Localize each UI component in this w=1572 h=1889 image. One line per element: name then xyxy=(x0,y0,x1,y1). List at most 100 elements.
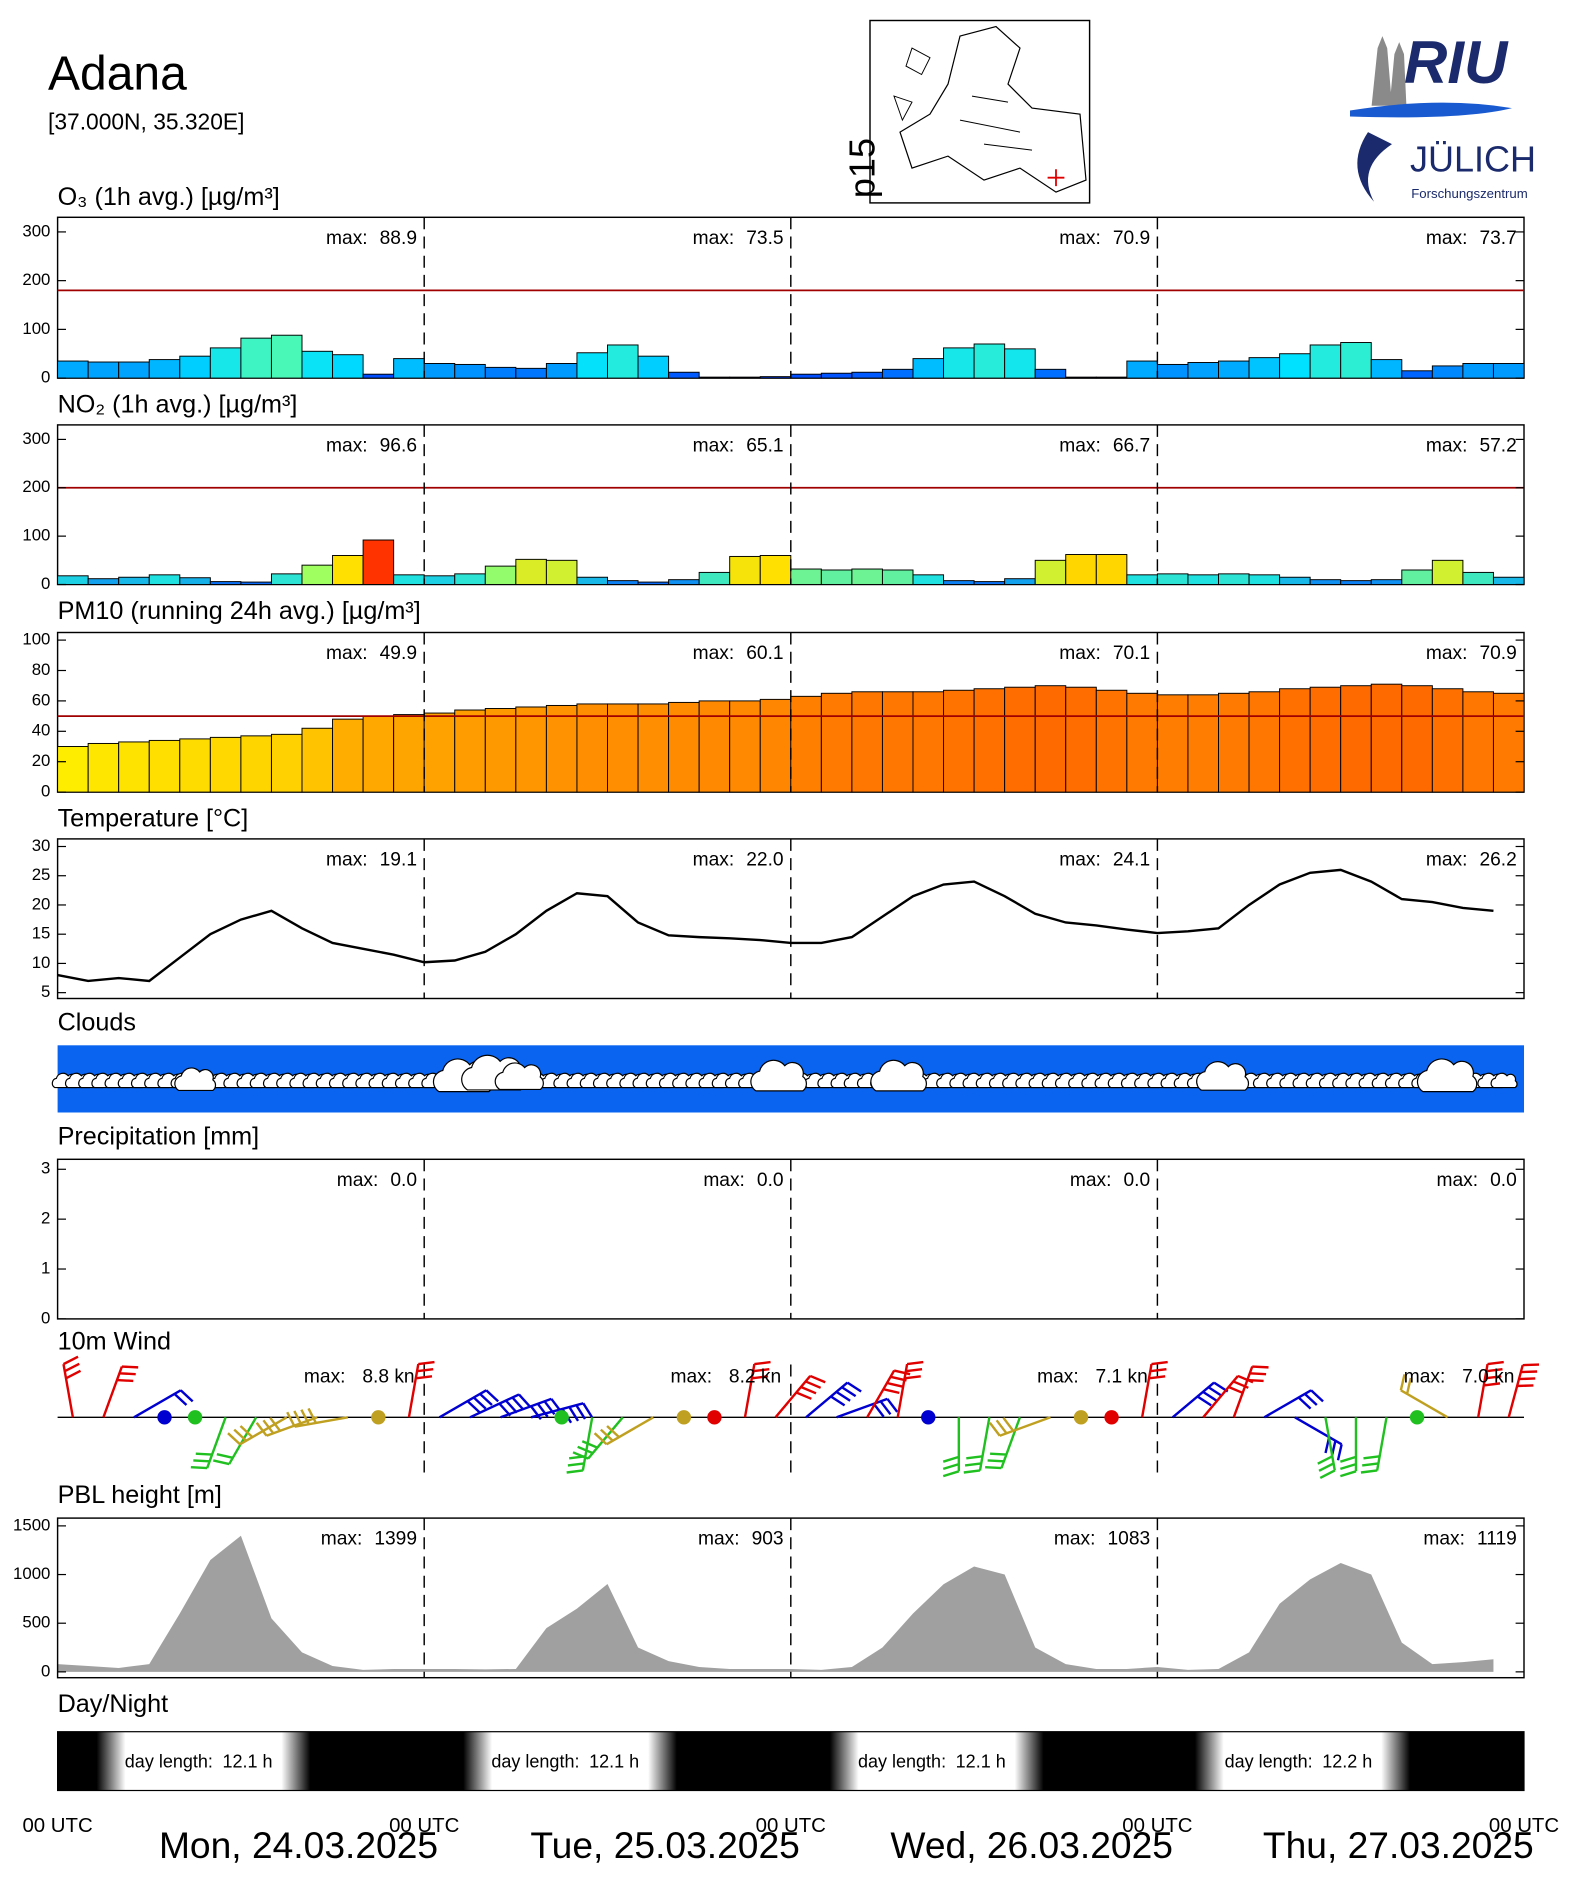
max-prefix: max: xyxy=(1423,1529,1465,1550)
bar xyxy=(515,706,547,793)
bar xyxy=(515,367,547,379)
wind-barb xyxy=(1476,1360,1504,1418)
x-tick-label: 00 UTC xyxy=(389,1815,459,1837)
y-tick-label: 20 xyxy=(32,751,51,770)
bar xyxy=(209,581,242,585)
max-label: max: 7.1 kn xyxy=(1037,1367,1148,1388)
bar xyxy=(1218,692,1250,793)
bar xyxy=(118,361,150,379)
sunrise-fade xyxy=(829,1731,859,1791)
bar xyxy=(943,689,975,793)
bar xyxy=(759,555,792,585)
bar xyxy=(1340,685,1372,793)
max-prefix: max: xyxy=(693,436,735,457)
max-prefix: max: xyxy=(1054,1529,1096,1550)
wind-barb xyxy=(743,1360,771,1418)
wind-barb xyxy=(438,1389,500,1419)
bar xyxy=(454,709,486,793)
bar xyxy=(1401,685,1433,793)
max-label: max: 96.6 xyxy=(326,436,417,457)
bar xyxy=(423,363,456,379)
day-length-prefix: day length: xyxy=(125,1751,213,1771)
riu-text: RIU xyxy=(1404,29,1509,96)
bar xyxy=(1309,344,1342,379)
bar xyxy=(668,371,700,379)
panel-title: Day/Night xyxy=(58,1690,169,1718)
y-tick-label: 20 xyxy=(32,894,51,913)
bar xyxy=(1370,579,1403,585)
max-prefix: max: xyxy=(703,1170,745,1191)
y-tick-label: 0 xyxy=(41,1661,50,1680)
max-label: max: 0.0 xyxy=(337,1170,417,1191)
bar xyxy=(57,360,89,379)
max-value: 26.2 xyxy=(1479,850,1516,871)
calm-dot xyxy=(554,1410,569,1425)
max-value: 22.0 xyxy=(746,850,783,871)
station-name: Adana xyxy=(48,48,187,101)
day-label: Wed, 26.03.2025 xyxy=(890,1824,1173,1866)
max-value: 0.0 xyxy=(1490,1170,1517,1191)
max-prefix: max: xyxy=(326,850,368,871)
bar xyxy=(851,568,883,585)
bar xyxy=(1187,362,1219,379)
max-label: max: 19.1 xyxy=(326,850,417,871)
max-prefix: max: xyxy=(693,850,735,871)
y-tick-label: 2 xyxy=(41,1209,50,1228)
bar xyxy=(759,698,792,793)
panel-title: Temperature [°C] xyxy=(58,804,249,832)
bar xyxy=(118,576,150,585)
day-length: day length: 12.1 h xyxy=(125,1751,273,1771)
max-value: 70.1 xyxy=(1113,643,1150,664)
bar xyxy=(790,373,822,379)
wind-barb xyxy=(1294,1416,1343,1461)
bar xyxy=(1370,683,1403,793)
bar xyxy=(668,701,700,793)
bar xyxy=(576,703,608,793)
bar xyxy=(1492,363,1525,379)
max-label: max: 0.0 xyxy=(1437,1170,1517,1191)
bar xyxy=(270,573,303,585)
calm-dot xyxy=(187,1410,203,1425)
bar xyxy=(1034,685,1067,793)
bar xyxy=(881,569,914,585)
bar xyxy=(148,739,181,793)
bar xyxy=(1309,686,1342,793)
wind-barb xyxy=(942,1417,961,1478)
day-length-value: 12.1 h xyxy=(222,1751,272,1771)
bar xyxy=(87,578,120,585)
max-prefix: max: xyxy=(1426,436,1468,457)
max-label: max: 1083 xyxy=(1054,1529,1150,1550)
calm-dot xyxy=(1409,1410,1425,1425)
max-label: max: 65.1 xyxy=(693,436,784,457)
max-label: max: 66.7 xyxy=(1059,436,1150,457)
bar xyxy=(240,581,272,585)
wind-barb xyxy=(1399,1374,1449,1419)
bar xyxy=(1492,576,1525,585)
bar xyxy=(301,350,334,379)
bar xyxy=(973,343,1006,379)
max-value: 0.0 xyxy=(1124,1170,1151,1191)
x-tick-label: 00 UTC xyxy=(1122,1815,1192,1837)
bar xyxy=(1279,353,1311,379)
bar xyxy=(1034,559,1067,585)
wind-barb xyxy=(190,1416,227,1470)
bar xyxy=(393,574,425,585)
bar xyxy=(179,577,211,585)
wind-barb xyxy=(102,1365,139,1418)
map-inset xyxy=(869,19,1091,204)
bar xyxy=(393,714,425,793)
bar xyxy=(607,344,639,379)
bar xyxy=(332,354,364,379)
bar xyxy=(301,564,334,585)
max-label: max: 70.1 xyxy=(1059,643,1150,664)
y-tick-label: 0 xyxy=(41,782,50,801)
bar xyxy=(484,565,517,585)
bar xyxy=(637,355,670,379)
max-label: max: 0.0 xyxy=(1070,1170,1150,1191)
wind-barb xyxy=(1360,1417,1388,1474)
bar xyxy=(1462,691,1494,793)
bar xyxy=(545,363,578,379)
max-value: 73.7 xyxy=(1479,228,1516,249)
wind-barb xyxy=(212,1416,258,1466)
bar xyxy=(301,727,334,793)
